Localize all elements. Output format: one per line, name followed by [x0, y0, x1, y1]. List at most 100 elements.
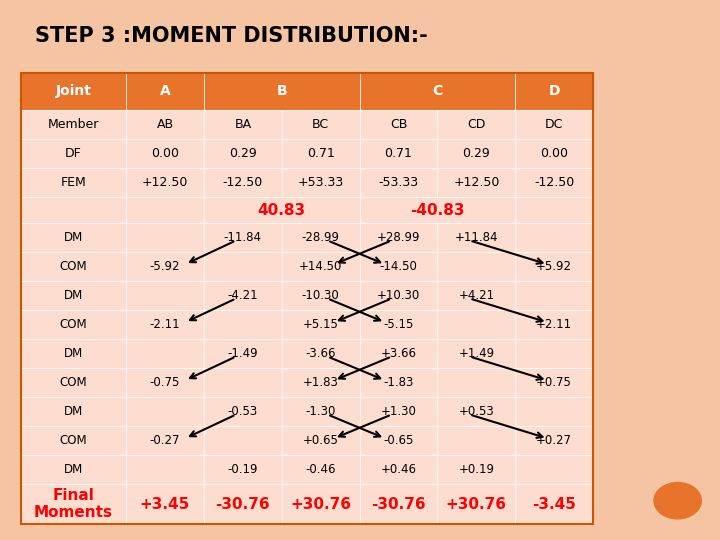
Text: +3.45: +3.45: [140, 497, 190, 512]
FancyBboxPatch shape: [359, 310, 438, 340]
FancyBboxPatch shape: [359, 168, 438, 197]
Text: -0.27: -0.27: [150, 435, 180, 448]
FancyBboxPatch shape: [359, 484, 438, 524]
FancyBboxPatch shape: [282, 110, 359, 139]
FancyBboxPatch shape: [438, 484, 516, 524]
Text: AB: AB: [156, 118, 174, 131]
Text: +11.84: +11.84: [454, 231, 498, 245]
FancyBboxPatch shape: [126, 340, 204, 368]
Text: +12.50: +12.50: [142, 176, 188, 189]
Text: -0.46: -0.46: [305, 463, 336, 476]
FancyBboxPatch shape: [126, 139, 204, 168]
Text: CD: CD: [467, 118, 485, 131]
FancyBboxPatch shape: [516, 197, 593, 224]
FancyBboxPatch shape: [282, 139, 359, 168]
FancyBboxPatch shape: [204, 281, 282, 310]
Text: +2.11: +2.11: [536, 319, 572, 332]
FancyBboxPatch shape: [359, 139, 438, 168]
Text: 0.71: 0.71: [307, 147, 335, 160]
FancyBboxPatch shape: [516, 397, 593, 427]
Text: -0.65: -0.65: [383, 435, 414, 448]
FancyBboxPatch shape: [438, 168, 516, 197]
FancyBboxPatch shape: [282, 310, 359, 340]
FancyBboxPatch shape: [516, 168, 593, 197]
Text: 0.00: 0.00: [540, 147, 568, 160]
Text: -1.83: -1.83: [383, 376, 414, 389]
Text: COM: COM: [60, 435, 87, 448]
FancyBboxPatch shape: [438, 224, 516, 252]
FancyBboxPatch shape: [21, 397, 126, 427]
Text: STEP 3 :MOMENT DISTRIBUTION:-: STEP 3 :MOMENT DISTRIBUTION:-: [35, 26, 428, 46]
FancyBboxPatch shape: [359, 197, 516, 224]
Text: A: A: [160, 84, 171, 98]
Text: -1.49: -1.49: [228, 347, 258, 360]
FancyBboxPatch shape: [204, 139, 282, 168]
Text: -5.92: -5.92: [150, 260, 180, 273]
FancyBboxPatch shape: [126, 484, 204, 524]
Text: -11.84: -11.84: [224, 231, 262, 245]
Text: Member: Member: [48, 118, 99, 131]
Text: +1.83: +1.83: [302, 376, 338, 389]
FancyBboxPatch shape: [282, 168, 359, 197]
FancyBboxPatch shape: [359, 281, 438, 310]
Text: +0.65: +0.65: [302, 435, 338, 448]
FancyBboxPatch shape: [126, 110, 204, 139]
FancyBboxPatch shape: [359, 397, 438, 427]
Text: Final
Moments: Final Moments: [34, 488, 113, 521]
Text: +12.50: +12.50: [453, 176, 500, 189]
Text: COM: COM: [60, 376, 87, 389]
FancyBboxPatch shape: [21, 252, 126, 281]
FancyBboxPatch shape: [438, 139, 516, 168]
Text: +0.75: +0.75: [536, 376, 572, 389]
FancyBboxPatch shape: [282, 252, 359, 281]
FancyBboxPatch shape: [126, 281, 204, 310]
FancyBboxPatch shape: [282, 281, 359, 310]
FancyBboxPatch shape: [282, 455, 359, 484]
Circle shape: [654, 483, 701, 519]
FancyBboxPatch shape: [21, 484, 126, 524]
Text: -0.53: -0.53: [228, 406, 258, 419]
FancyBboxPatch shape: [126, 427, 204, 455]
FancyBboxPatch shape: [359, 73, 516, 110]
Text: 0.71: 0.71: [384, 147, 413, 160]
Text: +4.21: +4.21: [458, 289, 495, 302]
Text: DM: DM: [64, 231, 84, 245]
FancyBboxPatch shape: [438, 340, 516, 368]
FancyBboxPatch shape: [438, 110, 516, 139]
FancyBboxPatch shape: [21, 168, 126, 197]
FancyBboxPatch shape: [516, 340, 593, 368]
Text: -40.83: -40.83: [410, 202, 464, 218]
Text: -12.50: -12.50: [222, 176, 263, 189]
FancyBboxPatch shape: [204, 224, 282, 252]
Text: +0.19: +0.19: [459, 463, 495, 476]
FancyBboxPatch shape: [21, 73, 126, 110]
Text: DC: DC: [545, 118, 563, 131]
Text: +1.30: +1.30: [381, 406, 416, 419]
FancyBboxPatch shape: [438, 427, 516, 455]
FancyBboxPatch shape: [359, 224, 438, 252]
Text: +0.53: +0.53: [459, 406, 494, 419]
Text: +5.92: +5.92: [536, 260, 572, 273]
FancyBboxPatch shape: [126, 168, 204, 197]
FancyBboxPatch shape: [204, 427, 282, 455]
Text: 0.29: 0.29: [462, 147, 490, 160]
Text: D: D: [549, 84, 560, 98]
FancyBboxPatch shape: [516, 252, 593, 281]
Text: +14.50: +14.50: [299, 260, 342, 273]
Text: -12.50: -12.50: [534, 176, 575, 189]
FancyBboxPatch shape: [126, 455, 204, 484]
FancyBboxPatch shape: [126, 73, 204, 110]
FancyBboxPatch shape: [516, 455, 593, 484]
Text: 0.29: 0.29: [229, 147, 257, 160]
FancyBboxPatch shape: [204, 168, 282, 197]
Text: -3.66: -3.66: [305, 347, 336, 360]
Text: COM: COM: [60, 319, 87, 332]
Text: 40.83: 40.83: [258, 202, 306, 218]
FancyBboxPatch shape: [126, 224, 204, 252]
FancyBboxPatch shape: [204, 73, 359, 110]
FancyBboxPatch shape: [126, 252, 204, 281]
FancyBboxPatch shape: [126, 368, 204, 397]
FancyBboxPatch shape: [126, 310, 204, 340]
FancyBboxPatch shape: [516, 427, 593, 455]
Text: DM: DM: [64, 347, 84, 360]
